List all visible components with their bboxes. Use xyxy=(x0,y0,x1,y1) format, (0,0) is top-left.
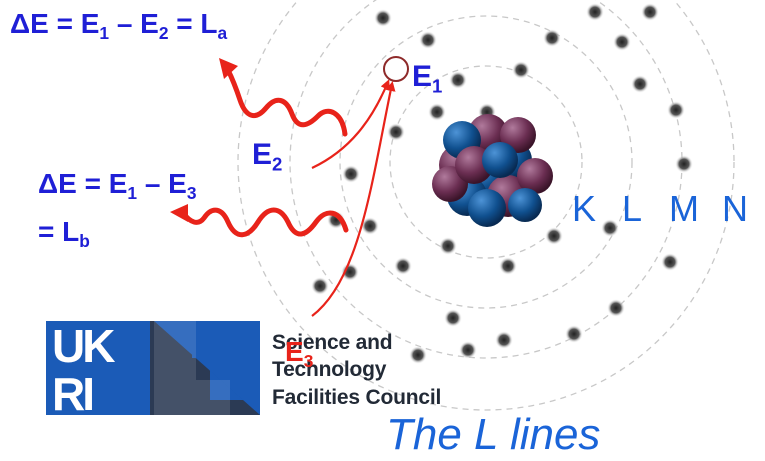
electron xyxy=(607,299,625,317)
electron xyxy=(601,219,619,237)
ukri-logo: UK RI xyxy=(46,320,260,420)
electrons xyxy=(311,3,693,364)
equation-lb-line1: ΔE = E1 – E3 xyxy=(38,168,197,204)
electron xyxy=(428,103,446,121)
orbit-l xyxy=(339,15,633,309)
electron xyxy=(675,155,693,173)
photon-la-arrowhead xyxy=(219,58,238,79)
shell-label-m: M xyxy=(669,188,699,229)
electron xyxy=(387,123,405,141)
electron xyxy=(512,61,530,79)
vacancy-circle xyxy=(383,56,409,82)
electron xyxy=(341,263,359,281)
logo-mark-top: UK xyxy=(52,320,115,372)
transition-arrow-e2 xyxy=(311,79,390,169)
electron xyxy=(545,227,563,245)
electron xyxy=(499,257,517,275)
logo-mark-bottom: RI xyxy=(52,368,92,420)
electron xyxy=(394,257,412,275)
equation-la: ΔE = E1 – E2 = La xyxy=(10,8,228,44)
orbit-n xyxy=(237,0,735,411)
shell-label-k: K xyxy=(572,188,597,229)
logo-text-line1: Science and xyxy=(272,331,393,354)
nucleus xyxy=(432,114,553,227)
electron xyxy=(342,165,360,183)
orbit-k xyxy=(389,65,583,259)
label-e1: E1 xyxy=(412,60,443,97)
electron xyxy=(409,346,427,364)
shell-label-n: N xyxy=(722,188,748,229)
logo-text-line3: Facilities Council xyxy=(272,386,442,409)
photon-lb-wave xyxy=(181,207,349,238)
transition-arrow-e3 xyxy=(311,81,396,317)
equation-lb-line2: = Lb xyxy=(38,216,90,252)
electron xyxy=(449,71,467,89)
label-e3: E3 xyxy=(285,336,314,372)
electron xyxy=(613,33,631,51)
electron xyxy=(543,29,561,47)
electron xyxy=(631,75,649,93)
label-e2: E2 xyxy=(252,138,283,175)
electron xyxy=(495,331,513,349)
electron xyxy=(459,341,477,359)
shell-label-l: L xyxy=(622,188,643,229)
electron xyxy=(444,309,462,327)
caption: The L lines xyxy=(386,410,601,459)
electron xyxy=(565,325,583,343)
electron xyxy=(641,3,659,21)
electron xyxy=(586,3,604,21)
photon-lb-arrowhead xyxy=(170,204,188,222)
electron xyxy=(439,237,457,255)
electron xyxy=(361,217,379,235)
electron xyxy=(419,31,437,49)
electron xyxy=(374,9,392,27)
electron xyxy=(667,101,685,119)
electron xyxy=(661,253,679,271)
electron xyxy=(311,277,329,295)
photon-la-wave xyxy=(225,67,348,137)
logo-text-line2: Technology xyxy=(272,358,387,381)
